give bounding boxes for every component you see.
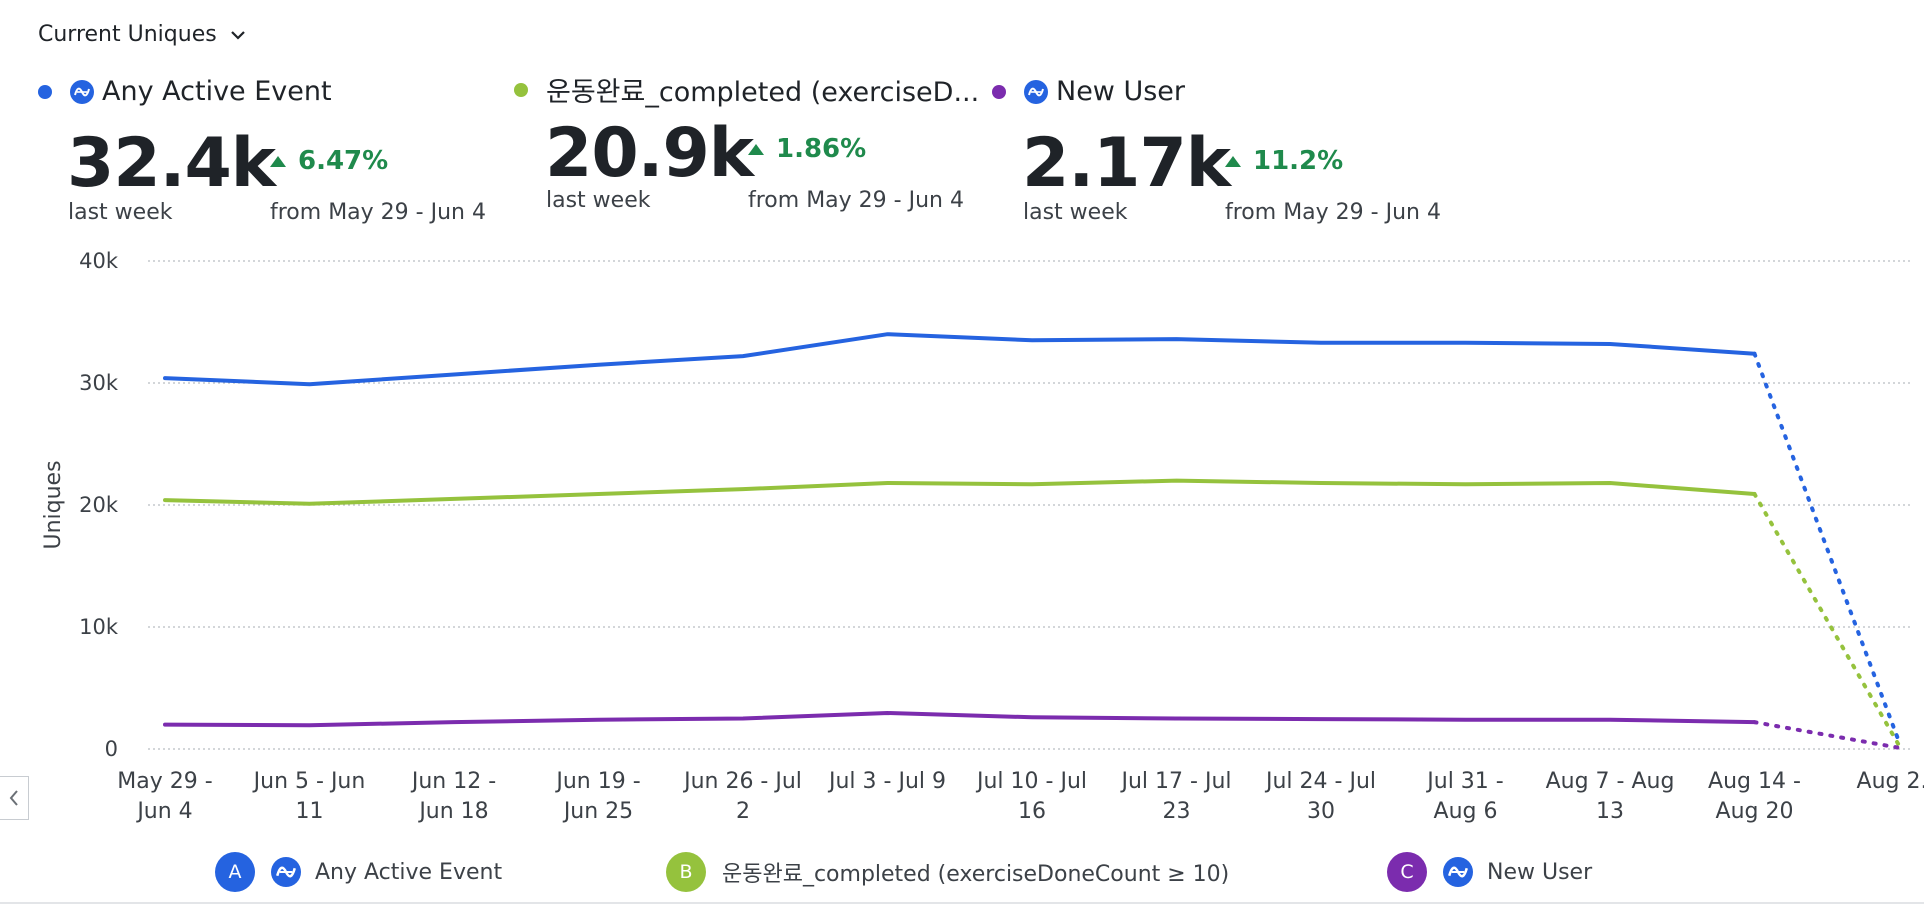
y-axis-label: Uniques <box>41 460 66 549</box>
series-badge: C <box>1387 852 1427 892</box>
series-line-c <box>163 711 1757 728</box>
kpi-change: 6.47% <box>270 146 388 176</box>
legend-label: 운동완료_completed (exerciseDoneCount ≥ 10) <box>722 862 1230 887</box>
x-tick-label: 30 <box>1307 799 1335 824</box>
kpi-period: last week <box>68 200 173 225</box>
line-chart[interactable]: 0 10k 20k 30k 40k Uniques May 29 - Jun 4 Jun 5 -… <box>0 0 1924 850</box>
x-tick-label: Jul 3 - Jul 9 <box>827 769 946 794</box>
kpi-change: 11.2% <box>1225 146 1343 176</box>
metric-selector-label: Current Uniques <box>38 22 217 47</box>
kpi-change-value: 1.86% <box>776 134 867 164</box>
y-tick-label: 10k <box>79 615 119 639</box>
kpi-period: last week <box>546 188 651 213</box>
series-badge: A <box>215 852 255 892</box>
legend-item-a[interactable]: A Any Active Event <box>215 852 502 892</box>
x-tick-label: Jul 31 - <box>1425 769 1503 794</box>
x-tick-label: Aug 20 <box>1716 799 1794 824</box>
collapse-panel-button[interactable] <box>0 776 29 820</box>
up-arrow-icon <box>748 143 764 155</box>
bottom-divider <box>0 902 1924 904</box>
series-badge: B <box>666 852 706 892</box>
x-tick-label: 13 <box>1596 799 1624 824</box>
kpi-card-any-active-event[interactable]: Any Active Event 32.4k last week 6.47% f… <box>38 68 508 238</box>
x-tick-label: Jun 26 - Jul <box>682 769 802 794</box>
series-projection-c <box>1752 720 1901 750</box>
x-tick-label: 16 <box>1018 799 1046 824</box>
x-tick-label: Jun 19 - <box>554 769 640 794</box>
kpi-change-value: 6.47% <box>298 146 389 176</box>
up-arrow-icon <box>1225 155 1241 167</box>
x-tick-label: Aug 2... <box>1857 769 1924 794</box>
event-icon <box>271 857 301 887</box>
series-line-a <box>163 332 1757 387</box>
x-tick-label: 2 <box>736 799 750 824</box>
chevron-down-icon <box>230 30 245 40</box>
kpi-change-value: 11.2% <box>1253 146 1344 176</box>
x-tick-label: Jul 10 - Jul <box>975 769 1087 794</box>
metric-selector-dropdown[interactable]: Current Uniques <box>38 22 247 47</box>
kpi-name: 운동완료_completed (exerciseD... <box>546 77 980 108</box>
event-icon <box>1443 857 1473 887</box>
y-tick-label: 20k <box>79 493 119 517</box>
x-tick-label: Aug 6 <box>1434 799 1498 824</box>
event-icon <box>70 79 94 104</box>
x-tick-label: Jul 17 - Jul <box>1120 769 1232 794</box>
legend-label: Any Active Event <box>315 859 503 885</box>
kpi-name: New User <box>1056 76 1186 107</box>
kpi-period: last week <box>1023 200 1128 225</box>
kpi-card-new-user[interactable]: New User 2.17k last week 11.2% from May … <box>992 68 1462 238</box>
x-tick-label: Aug 7 - Aug <box>1546 769 1675 794</box>
kpi-name: Any Active Event <box>102 76 332 107</box>
legend-label: New User <box>1487 859 1593 885</box>
kpi-card-exercise-completed[interactable]: 운동완료_completed (exerciseD... 20.9k last … <box>514 68 984 238</box>
chevron-left-icon <box>9 790 18 806</box>
x-tick-label: Jun 5 - Jun <box>252 769 366 794</box>
x-tick-label: Jun 12 - <box>410 769 496 794</box>
series-c-dot <box>992 84 1006 99</box>
x-tick-label: 23 <box>1163 799 1191 824</box>
y-tick-label: 40k <box>79 249 119 273</box>
series-projection-a <box>1752 351 1901 744</box>
kpi-value: 2.17k <box>1022 124 1231 203</box>
x-tick-label: Jun 4 <box>135 799 192 824</box>
series-b-dot <box>514 82 528 97</box>
legend-item-c[interactable]: C New User <box>1387 852 1592 892</box>
series-projection-b <box>1752 492 1901 748</box>
legend-item-b[interactable]: B 운동완료_completed (exerciseDoneCount ≥ 10… <box>666 852 1229 892</box>
kpi-compare: from May 29 - Jun 4 <box>270 200 486 225</box>
x-tick-label: 11 <box>296 799 324 824</box>
x-tick-label: May 29 - <box>117 769 212 794</box>
event-icon <box>1024 79 1048 104</box>
kpi-compare: from May 29 - Jun 4 <box>748 188 964 213</box>
series-line-b <box>163 478 1757 506</box>
series-a-dot <box>38 84 52 99</box>
y-tick-label: 30k <box>79 371 119 395</box>
x-tick-label: Aug 14 - <box>1708 769 1801 794</box>
x-tick-label: Jun 18 <box>417 799 488 824</box>
kpi-value: 20.9k <box>545 114 754 193</box>
x-tick-label: Jul 24 - Jul <box>1264 769 1376 794</box>
kpi-compare: from May 29 - Jun 4 <box>1225 200 1441 225</box>
up-arrow-icon <box>270 155 286 167</box>
x-tick-label: Jun 25 <box>562 799 633 824</box>
y-tick-label: 0 <box>105 737 118 761</box>
kpi-change: 1.86% <box>748 134 866 164</box>
kpi-value: 32.4k <box>67 124 276 203</box>
